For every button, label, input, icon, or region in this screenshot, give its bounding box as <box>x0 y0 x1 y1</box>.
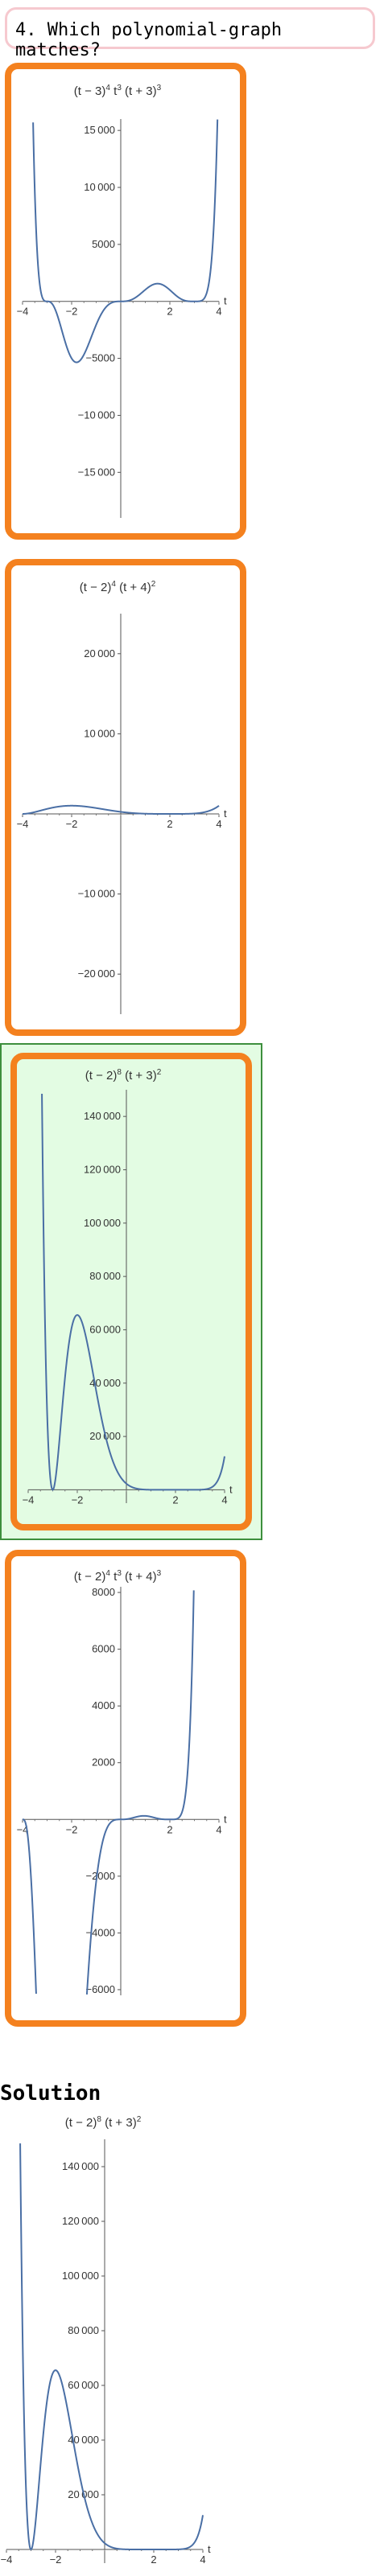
y-tick-label: −6000 <box>85 1983 115 1995</box>
y-tick-label: 80 000 <box>68 2324 99 2336</box>
x-tick-label: −4 <box>17 306 29 318</box>
y-tick-label: 40 000 <box>68 2434 99 2446</box>
x-tick-label: 4 <box>221 1493 227 1506</box>
function-curve <box>41 1093 225 1491</box>
y-tick-label: −10 000 <box>78 888 115 900</box>
y-tick-label: −10 000 <box>78 409 115 421</box>
y-tick-label: 60 000 <box>68 2379 99 2391</box>
function-curve <box>19 2143 204 2551</box>
question-header: 4. Which polynomial-graph matches? <box>5 7 375 60</box>
x-axis-label: t <box>229 1483 233 1495</box>
x-tick-label: 2 <box>172 1493 178 1506</box>
question-label: 4. Which polynomial-graph matches? <box>15 20 283 60</box>
y-tick-label: 15 000 <box>84 124 115 136</box>
x-axis-label: t <box>208 2543 211 2555</box>
solution-heading: Solution <box>0 2081 101 2106</box>
function-curve <box>23 1590 195 1995</box>
x-axis-label: t <box>224 1813 227 1825</box>
option-card-4[interactable]: (t − 2)4 t3 (t + 4)3 t −4 −2 2 4 −6000 −4000 −20… <box>5 1550 246 2027</box>
y-tick-label: 8000 <box>92 1586 115 1598</box>
chart-title: (t − 2)8 (t + 3)2 <box>65 2115 142 2130</box>
y-tick-label: 5000 <box>92 238 115 250</box>
option-card-2[interactable]: (t − 2)4 (t + 4)2 t −4 −2 2 4 −20 000 −10 000 10… <box>5 559 246 1036</box>
option-card-3[interactable]: (t − 2)8 (t + 3)2 t −4 −2 2 4 20 000 40 000 60 0… <box>10 1053 252 1530</box>
function-curve <box>32 119 219 364</box>
chart-svg: (t − 2)4 t3 (t + 4)3 t −4 −2 2 4 −6000 −4000 −20… <box>17 1569 227 1995</box>
y-tick-label: 4000 <box>92 1699 115 1711</box>
chart-title: (t − 3)4 t3 (t + 3)3 <box>74 84 162 98</box>
x-tick-label: 2 <box>167 306 172 318</box>
x-tick-label: −4 <box>17 1823 29 1835</box>
chart-svg: (t − 3)4 t3 (t + 3)3 t −4 −2 2 4 −15 000 −10 00… <box>17 84 227 518</box>
solution-plot: (t − 2)8 (t + 3)2 t −4 −2 2 4 20 000 40 000 60 0… <box>0 2109 241 2576</box>
x-tick-label: −2 <box>50 2553 62 2566</box>
x-tick-label: −2 <box>72 1493 84 1506</box>
y-tick-label: 60 000 <box>89 1323 121 1335</box>
x-tick-label: 2 <box>167 1823 172 1835</box>
x-tick-label: 2 <box>167 818 172 830</box>
x-tick-label: −4 <box>17 818 29 830</box>
y-tick-label: 80 000 <box>89 1270 121 1282</box>
y-tick-label: 120 000 <box>62 2215 99 2227</box>
y-tick-label: −5000 <box>85 352 115 364</box>
x-tick-label: −2 <box>66 306 78 318</box>
y-tick-label: 140 000 <box>84 1110 121 1122</box>
x-tick-label: 4 <box>216 1823 221 1835</box>
y-tick-label: −15 000 <box>78 466 115 478</box>
y-tick-label: −4000 <box>85 1926 115 1938</box>
x-tick-label: −2 <box>66 1823 78 1835</box>
y-tick-label: 10 000 <box>84 727 115 739</box>
chart-title: (t − 2)8 (t + 3)2 <box>85 1068 162 1083</box>
y-tick-label: 40 000 <box>89 1377 121 1389</box>
y-tick-label: 6000 <box>92 1643 115 1655</box>
function-curve <box>23 804 220 815</box>
y-tick-label: 100 000 <box>84 1217 121 1229</box>
y-tick-label: 20 000 <box>84 647 115 659</box>
y-tick-label: −20 000 <box>78 968 115 980</box>
x-tick-label: −2 <box>66 818 78 830</box>
y-tick-label: 100 000 <box>62 2270 99 2282</box>
x-tick-label: −4 <box>23 1493 35 1506</box>
y-tick-label: 2000 <box>92 1756 115 1769</box>
option-card-1[interactable]: (t − 3)4 t3 (t + 3)3 t −4 −2 2 4 −15 000 −10 00… <box>5 63 246 540</box>
x-tick-label: −4 <box>1 2553 13 2566</box>
x-tick-label: 4 <box>200 2553 205 2566</box>
x-tick-label: 4 <box>216 306 221 318</box>
x-axis-label: t <box>224 295 227 307</box>
y-tick-label: 10 000 <box>84 181 115 193</box>
x-axis-label: t <box>224 807 227 820</box>
chart-svg: (t − 2)4 (t + 4)2 t −4 −2 2 4 −20 000 −10 000 10… <box>17 580 227 1014</box>
y-tick-label: 140 000 <box>62 2160 99 2172</box>
x-tick-label: 4 <box>216 818 221 830</box>
y-tick-label: −2000 <box>85 1870 115 1882</box>
y-tick-label: 120 000 <box>84 1163 121 1175</box>
chart-title: (t − 2)4 (t + 4)2 <box>80 580 156 594</box>
chart-title: (t − 2)4 t3 (t + 4)3 <box>74 1569 162 1584</box>
x-tick-label: 2 <box>151 2553 156 2566</box>
